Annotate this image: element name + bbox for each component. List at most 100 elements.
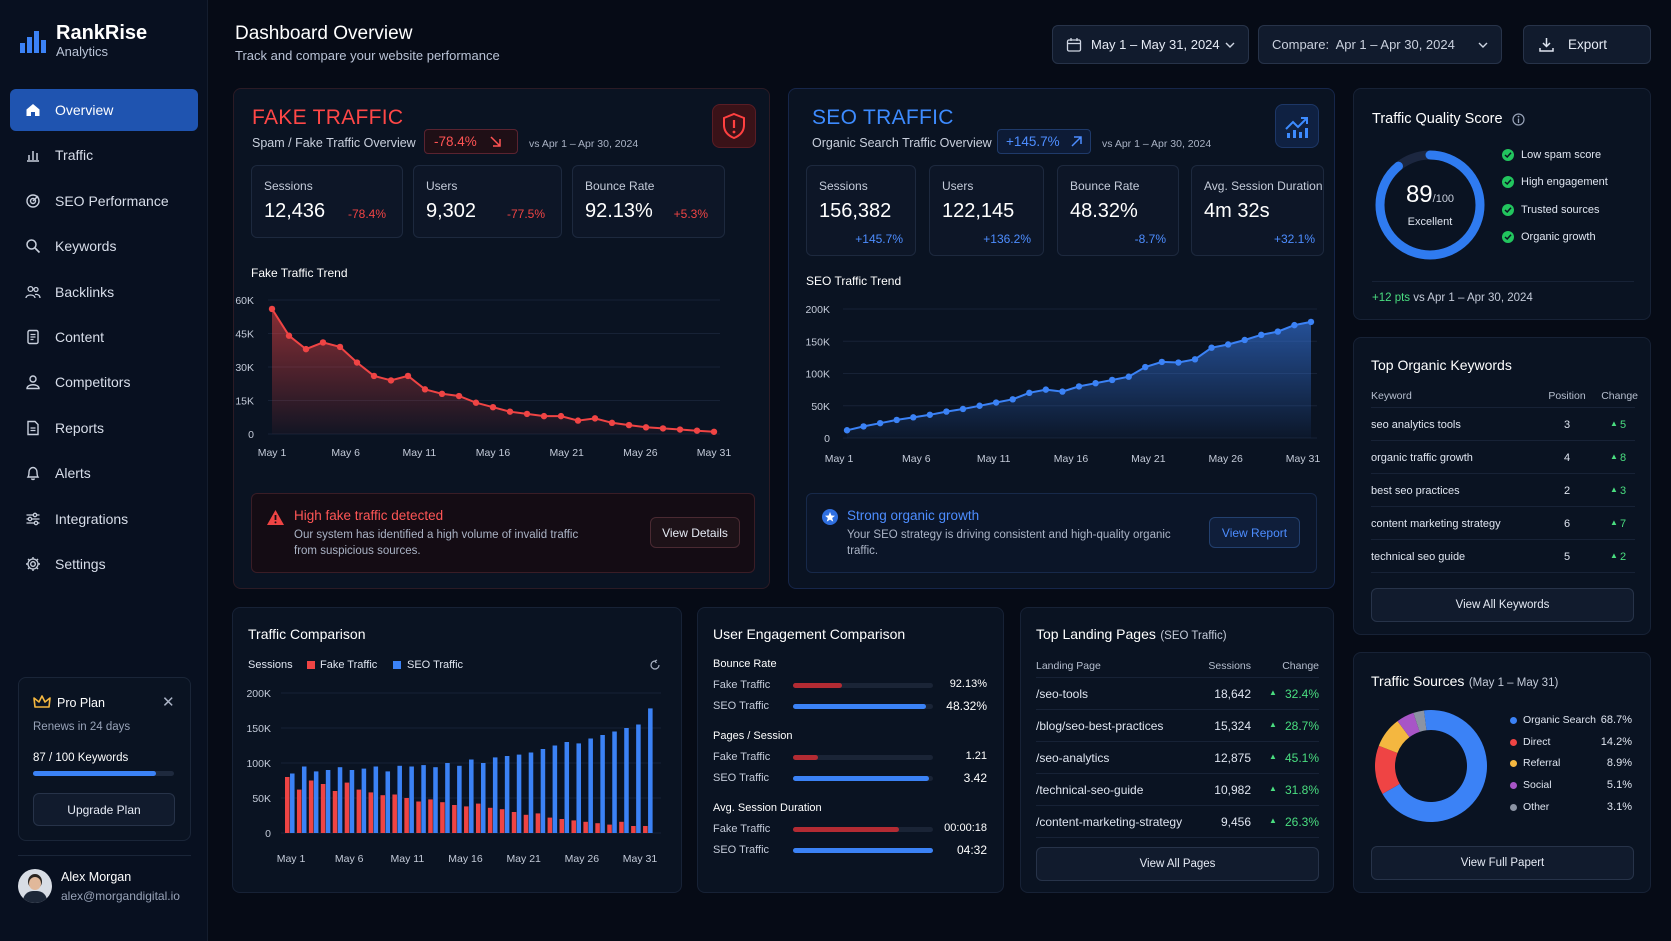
quality-item: Low spam score [1521,149,1602,161]
sidebar-item-content[interactable]: Content [10,316,198,358]
seo-bar [373,766,379,833]
engagement-row-value: 48.32% [946,699,987,713]
sources-title: Traffic Sources [1371,673,1465,689]
x-tick-label: May 1 [258,447,287,459]
divider [18,855,191,856]
landing-page-change: 32.4% [1284,687,1319,701]
keyword-row[interactable]: technical seo guide 5 ▲ 2 [1371,540,1635,573]
keyword-row[interactable]: best seo practices 2 ▲ 3 [1371,474,1635,507]
sidebar-item-seo-performance[interactable]: SEO Performance [10,180,198,222]
date-range-select[interactable]: May 1 – May 31, 2024 [1052,25,1249,64]
page-title: Dashboard Overview [235,23,413,44]
data-point [893,416,900,424]
seo-bar [624,728,629,833]
view-details-button[interactable]: View Details [650,517,740,548]
x-tick-label: May 11 [977,453,1011,465]
sidebar-item-reports[interactable]: Reports [10,407,198,449]
view-all-keywords-button[interactable]: View All Keywords [1371,588,1634,622]
stat-label: Bounce Rate [1070,179,1140,193]
sidebar-item-competitors[interactable]: Competitors [10,361,198,403]
score-max: /100 [1432,193,1455,205]
stat-label: Sessions [819,179,868,193]
sidebar-item-backlinks[interactable]: Backlinks [10,271,198,313]
info-icon[interactable] [1512,113,1525,126]
seo-bar [540,749,546,833]
fake-trend-title: Fake Traffic Trend [251,266,348,280]
plan-renews: Renews in 24 days [33,721,131,733]
legend-dot [1510,717,1517,724]
seo-bar [290,773,295,833]
check-icon [1502,176,1514,189]
landing-page-row[interactable]: /seo-analytics 12,875 ▲ 45.1% [1036,742,1319,774]
stat-change: +136.2% [983,232,1031,246]
landing-page-row[interactable]: /technical-seo-guide 10,982 ▲ 31.8% [1036,774,1319,806]
keyword-position: 5 [1563,551,1571,563]
y-tick-label: 200K [246,688,271,700]
triangle-up-icon: ▲ [1269,720,1277,729]
upgrade-plan-button[interactable]: Upgrade Plan [33,793,175,826]
view-report-button[interactable]: View Report [1209,517,1300,548]
x-tick-label: May 21 [1131,453,1166,465]
x-tick-label: May 16 [448,853,483,865]
seo-bar [480,763,486,833]
stat-label: Users [426,179,458,193]
close-icon[interactable]: ✕ [162,694,175,711]
landing-page-path: /seo-tools [1036,687,1089,701]
engagement-bar-track [793,776,933,781]
fake-bar [440,802,445,833]
keyword-change: 3 [1620,485,1627,497]
traffic-comparison-card: Traffic Comparison Sessions Fake Traffic… [232,607,682,893]
data-point [319,339,327,346]
engagement-row-name: Fake Traffic [713,823,771,835]
keywords-title: Top Organic Keywords [1371,357,1512,373]
stat-value: 4m 32s [1204,200,1270,222]
sidebar-item-traffic[interactable]: Traffic [10,134,198,176]
keyword-text: best seo practices [1371,485,1460,497]
data-point [1307,318,1315,326]
view-all-pages-button[interactable]: View All Pages [1036,847,1319,881]
sidebar-item-integrations[interactable]: Integrations [10,498,198,540]
view-full-report-button[interactable]: View Full Papert [1371,846,1634,880]
engagement-bar-fill [793,755,819,760]
seo-traffic-card: SEO TRAFFIC Organic Search Traffic Overv… [788,88,1335,589]
seo-bar [612,731,617,833]
engagement-row-name: Fake Traffic [713,679,771,691]
seo-bar [648,708,653,833]
quality-score-card: Traffic Quality Score 89/100 Excellent +… [1353,88,1651,320]
landing-page-row[interactable]: /content-marketing-strategy 9,456 ▲ 26.3% [1036,806,1319,838]
y-tick-label: 15K [235,396,254,408]
refresh-icon[interactable] [649,659,661,671]
landing-title: Top Landing Pages [1036,626,1156,642]
keyword-row[interactable]: seo analytics tools 3 ▲ 5 [1371,408,1635,441]
data-point [421,386,429,393]
compare-select[interactable]: Compare: Apr 1 – Apr 30, 2024 [1258,25,1502,64]
seo-bar [385,771,391,833]
engagement-bar-fill [793,683,842,688]
compare-value: Compare: Apr 1 – Apr 30, 2024 [1272,37,1455,52]
fake-bar [475,803,481,833]
quality-item: Organic growth [1521,230,1596,243]
y-tick-label: 30K [235,362,254,374]
stat-change: +32.1% [1273,232,1315,246]
keyword-row[interactable]: content marketing strategy 6 ▲ 7 [1371,507,1635,540]
sidebar-item-alerts[interactable]: Alerts [10,452,198,494]
area-fill [847,321,1311,438]
seo-vs: vs Apr 1 – Apr 30, 2024 [1102,138,1212,150]
engagement-bar-fill [793,827,900,832]
triangle-up-icon: ▲ [1610,485,1618,494]
avatar[interactable] [18,869,52,903]
person-icon [24,373,42,391]
sidebar-item-settings[interactable]: Settings [10,543,198,585]
export-button[interactable]: Export [1523,25,1651,64]
keyword-row[interactable]: organic traffic growth 4 ▲ 8 [1371,441,1635,474]
sidebar-item-overview[interactable]: Overview [10,89,198,131]
landing-page-row[interactable]: /seo-tools 18,642 ▲ 32.4% [1036,678,1319,710]
stat-label: Bounce Rate [585,179,655,193]
search-icon [24,237,42,255]
landing-page-row[interactable]: /blog/seo-best-practices 15,324 ▲ 28.7% [1036,710,1319,742]
seo-bar [600,735,605,833]
sidebar-item-keywords[interactable]: Keywords [10,225,198,267]
data-point [1125,373,1132,380]
plan-usage-bar [33,771,174,776]
logo[interactable]: RankRise Analytics [18,22,147,60]
